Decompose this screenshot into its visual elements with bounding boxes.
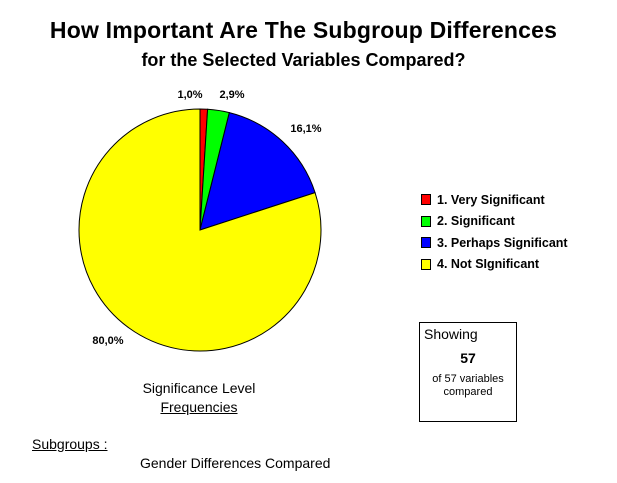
legend-swatch-significant (421, 215, 431, 227)
legend-swatch-perhaps-significant (421, 237, 431, 249)
subgroups-value: Gender Differences Compared (140, 455, 331, 471)
showing-heading: Showing (424, 326, 478, 342)
legend-item-very-significant: 1. Very Significant (421, 189, 568, 211)
showing-total: of 57 variables (432, 373, 504, 385)
caption-frequencies: Frequencies (160, 399, 238, 415)
legend-label-significant: 2. Significant (437, 214, 515, 229)
legend-item-significant: 2. Significant (421, 211, 568, 233)
legend-label-perhaps-significant: 3. Perhaps Significant (437, 235, 568, 250)
legend: 1. Very Significant 2. Significant 3. Pe… (421, 189, 568, 275)
legend-label-not-significant: 4. Not SIgnificant (437, 257, 540, 272)
legend-item-not-significant: 4. Not SIgnificant (421, 254, 568, 276)
pie-slice-not-significant (78, 108, 322, 352)
legend-label-very-significant: 1. Very Significant (437, 192, 545, 207)
slice-label-perhaps-significant: 16,1% (290, 123, 321, 135)
slice-label-very-significant: 1,0% (177, 89, 202, 101)
showing-box: Showing 57 of 57 variables compared (419, 322, 517, 422)
legend-item-perhaps-significant: 3. Perhaps Significant (421, 232, 568, 254)
chart-title: How Important Are The Subgroup Differenc… (49, 17, 558, 43)
slice-label-significant: 2,9% (219, 89, 244, 101)
showing-count: 57 (460, 350, 476, 366)
pie-slice-perhaps-significant (199, 112, 316, 231)
showing-compared: compared (443, 386, 493, 398)
slice-label-not-significant: 80,0% (92, 335, 123, 347)
caption-significance-level: Significance Level (142, 380, 256, 396)
chart-subtitle: for the Selected Variables Compared? (141, 50, 466, 70)
legend-swatch-very-significant (421, 194, 431, 206)
subgroups-label: Subgroups : (32, 436, 108, 452)
legend-swatch-not-significant (421, 258, 431, 270)
